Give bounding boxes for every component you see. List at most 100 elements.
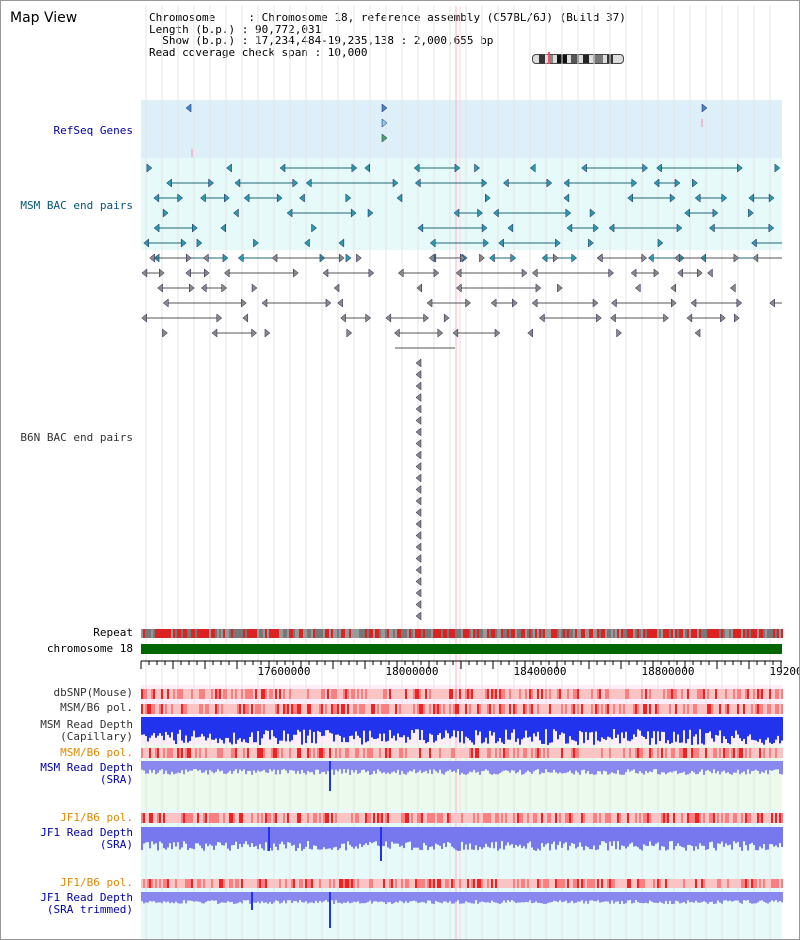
feature-arrow xyxy=(325,298,332,308)
feature-arrow xyxy=(304,238,310,248)
depth-bar xyxy=(281,892,283,903)
heat-cell xyxy=(533,813,535,823)
track-label-msm-bac[interactable]: MSM BAC end pairs xyxy=(20,199,133,212)
depth-bar xyxy=(315,892,317,901)
depth-bar xyxy=(435,892,437,901)
depth-bar xyxy=(373,717,375,739)
heat-cell xyxy=(583,748,585,758)
feature-arrow xyxy=(512,298,518,308)
heat-cell xyxy=(581,879,583,888)
feature-arrow xyxy=(381,118,388,128)
repeat-block xyxy=(505,629,507,638)
depth-bar xyxy=(381,892,383,902)
depth-bar xyxy=(219,827,221,843)
track-label-msm-depth-sra[interactable]: MSM Read Depth (SRA) xyxy=(40,762,133,786)
depth-bar xyxy=(157,892,159,903)
depth-bar xyxy=(509,827,511,846)
depth-bar xyxy=(763,761,765,773)
feature-arrow xyxy=(610,313,616,323)
depth-bar xyxy=(315,827,317,846)
heat-cell xyxy=(777,813,779,823)
depth-bar xyxy=(593,761,595,775)
feature-arrow xyxy=(653,268,660,278)
track-label-jf1-b6-pol-1[interactable]: JF1/B6 pol. xyxy=(60,811,133,824)
depth-bar xyxy=(733,761,735,773)
heat-cell xyxy=(503,689,505,699)
heat-cell xyxy=(305,879,307,888)
heat-cell xyxy=(317,748,319,758)
heat-cell xyxy=(455,879,457,888)
depth-bar xyxy=(333,892,335,904)
depth-bar xyxy=(219,717,221,739)
depth-bar xyxy=(483,827,485,848)
repeat-block xyxy=(373,629,375,638)
heat-cell xyxy=(245,704,247,714)
depth-bar xyxy=(169,761,171,775)
depth-bar xyxy=(341,761,343,774)
depth-bar xyxy=(187,827,189,851)
depth-bar xyxy=(345,892,347,903)
heat-cell xyxy=(299,689,301,699)
heat-cell xyxy=(443,748,445,758)
depth-bar xyxy=(461,892,463,904)
heat-cell xyxy=(523,704,525,714)
repeat-block xyxy=(707,629,709,638)
heat-cell xyxy=(491,748,493,758)
depth-bar xyxy=(197,892,199,902)
track-label-b6n-bac[interactable]: B6N BAC end pairs xyxy=(20,431,133,444)
heat-cell xyxy=(691,704,693,714)
heat-cell xyxy=(281,689,283,699)
heat-cell xyxy=(661,748,663,758)
feature-arrow xyxy=(733,253,740,263)
heat-cell xyxy=(433,813,435,823)
depth-bar xyxy=(199,761,201,770)
depth-bar xyxy=(627,717,629,741)
depth-bar xyxy=(467,827,469,850)
repeat-block xyxy=(343,629,345,638)
track-label-refseq[interactable]: RefSeq Genes xyxy=(53,124,133,137)
feature-arrow xyxy=(608,268,615,278)
repeat-block xyxy=(425,629,427,638)
feature-arrow xyxy=(694,328,701,338)
heat-cell xyxy=(243,704,245,714)
heat-cell xyxy=(745,813,747,823)
heat-cell xyxy=(155,689,157,699)
heat-cell xyxy=(453,704,455,714)
heat-cell xyxy=(341,704,343,714)
depth-bar xyxy=(205,827,207,844)
depth-bar xyxy=(735,827,737,844)
track-label-msm-b6-pol-2[interactable]: MSM/B6 pol. xyxy=(60,746,133,759)
track-label-msm-b6-pol-1[interactable]: MSM/B6 pol. xyxy=(60,701,133,714)
depth-bar xyxy=(261,761,263,772)
heat-cell xyxy=(633,879,635,888)
repeat-block xyxy=(437,629,439,638)
track-label-dbsnp[interactable]: dbSNP(Mouse) xyxy=(53,686,133,699)
track-label-msm-depth-cap[interactable]: MSM Read Depth (Capillary) xyxy=(40,719,133,743)
track-label-jf1-depth-sra[interactable]: JF1 Read Depth (SRA) xyxy=(40,827,133,851)
depth-bar xyxy=(141,827,143,850)
track-label-jf1-depth-trim[interactable]: JF1 Read Depth (SRA trimmed) xyxy=(40,892,133,916)
heat-cell xyxy=(531,879,533,888)
heat-cell xyxy=(365,813,367,823)
heat-cell xyxy=(453,689,455,699)
heat-cell xyxy=(651,689,653,699)
heat-cell xyxy=(255,879,257,888)
feature-arrow xyxy=(485,193,491,203)
depth-bar xyxy=(159,827,161,842)
heat-cell xyxy=(483,704,485,714)
depth-bar xyxy=(397,717,399,734)
depth-bar xyxy=(275,761,277,775)
heat-cell xyxy=(465,689,467,699)
heat-cell xyxy=(211,879,213,888)
depth-bar xyxy=(393,761,395,772)
depth-bar xyxy=(559,761,561,773)
heat-cell xyxy=(607,689,609,699)
track-label-jf1-b6-pol-2[interactable]: JF1/B6 pol. xyxy=(60,876,133,889)
heat-cell xyxy=(209,879,211,888)
depth-bar xyxy=(671,892,673,904)
b6n-bac-track-bg xyxy=(141,250,782,625)
depth-bar xyxy=(277,892,279,902)
heat-cell xyxy=(329,879,331,888)
heat-cell xyxy=(633,689,635,699)
